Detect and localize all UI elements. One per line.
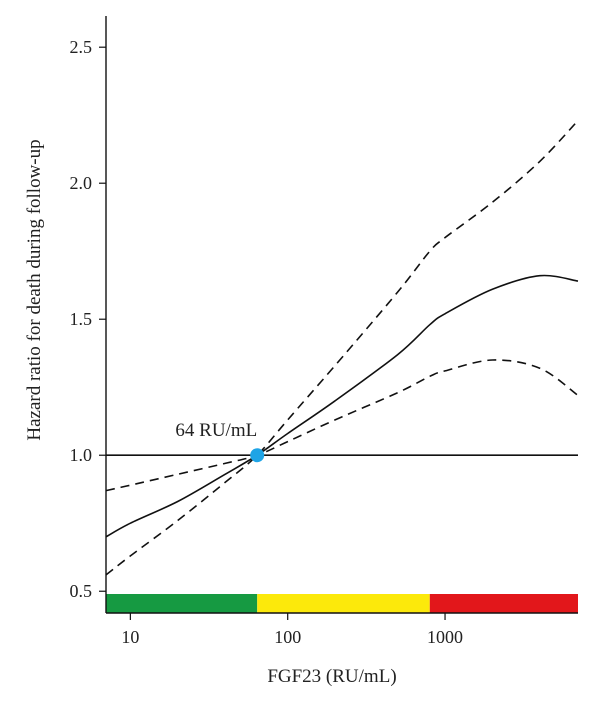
y-axis-title: Hazard ratio for death during follow-up xyxy=(24,139,45,440)
threshold-label: 64 RU/mL xyxy=(175,420,257,441)
fgf23-color-bands xyxy=(106,594,578,613)
estimate-curve xyxy=(105,274,579,538)
x-axis-title: FGF23 (RU/mL) xyxy=(267,666,396,687)
ci-curve-1 xyxy=(105,120,579,576)
band-1 xyxy=(257,594,430,613)
curves xyxy=(105,120,579,576)
x-tick-label: 100 xyxy=(274,627,301,647)
y-tick-label: 1.5 xyxy=(70,309,93,329)
y-axis: 0.5 1.0 1.5 2.0 2.5 xyxy=(70,16,107,613)
band-0 xyxy=(106,594,258,613)
y-tick-label: 2.5 xyxy=(70,37,93,57)
x-tick-label: 1000 xyxy=(427,627,463,647)
x-tick-label: 10 xyxy=(121,627,139,647)
threshold-marker xyxy=(250,448,265,463)
y-tick-label: 0.5 xyxy=(70,581,93,601)
y-tick-label: 1.0 xyxy=(70,445,93,465)
x-axis: 10 100 1000 xyxy=(106,612,578,647)
band-2 xyxy=(429,594,578,613)
y-tick-label: 2.0 xyxy=(70,173,93,193)
ci-curve-2 xyxy=(105,359,579,492)
